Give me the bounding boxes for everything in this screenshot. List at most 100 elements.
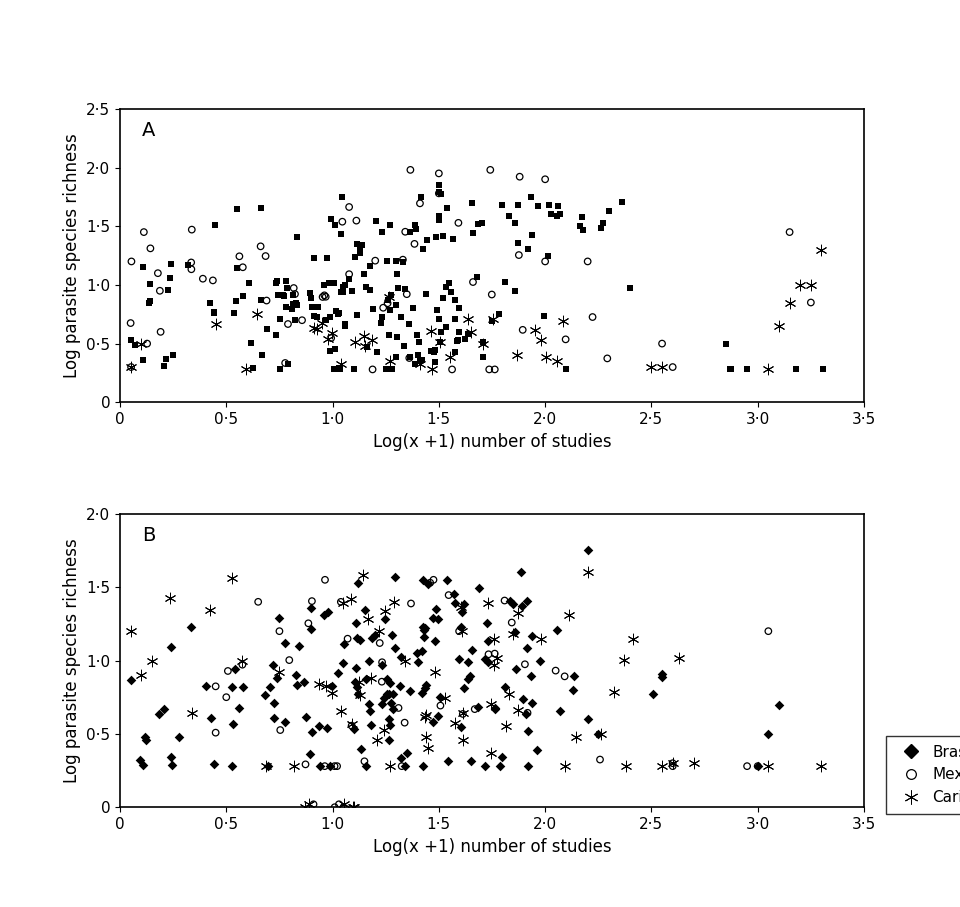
Point bbox=[363, 282, 378, 297]
Point bbox=[771, 697, 786, 712]
Point bbox=[411, 335, 426, 349]
Point bbox=[369, 213, 384, 228]
Point bbox=[153, 325, 168, 339]
Point bbox=[397, 716, 413, 730]
Point bbox=[524, 190, 540, 204]
Point bbox=[278, 300, 294, 315]
Point bbox=[272, 610, 287, 625]
Point bbox=[375, 300, 391, 315]
Point bbox=[393, 310, 408, 325]
Point bbox=[379, 254, 395, 268]
Point bbox=[321, 332, 336, 346]
Point bbox=[524, 228, 540, 242]
Point bbox=[484, 288, 499, 302]
Point bbox=[520, 724, 536, 738]
Point bbox=[580, 565, 595, 580]
Point bbox=[309, 310, 324, 325]
Point bbox=[451, 624, 467, 639]
Point bbox=[381, 711, 396, 726]
Point bbox=[414, 686, 429, 700]
Point bbox=[364, 671, 379, 686]
Point bbox=[251, 595, 266, 610]
Point bbox=[229, 260, 245, 275]
Point bbox=[135, 353, 151, 367]
Point bbox=[505, 597, 520, 611]
Point bbox=[383, 759, 398, 774]
Point bbox=[133, 668, 149, 682]
Point bbox=[228, 662, 243, 677]
Point bbox=[394, 759, 409, 774]
Point bbox=[195, 271, 210, 286]
Point bbox=[539, 350, 554, 365]
Point bbox=[225, 679, 240, 694]
Point bbox=[498, 719, 514, 734]
Point bbox=[331, 797, 347, 812]
Point bbox=[475, 336, 491, 350]
Point bbox=[402, 684, 418, 698]
Point bbox=[414, 643, 429, 658]
Point bbox=[309, 322, 324, 336]
Point bbox=[431, 209, 446, 223]
Point bbox=[354, 238, 370, 252]
Point bbox=[352, 246, 368, 260]
Point bbox=[270, 671, 285, 686]
Point bbox=[527, 323, 542, 337]
Point bbox=[409, 221, 424, 236]
Point bbox=[760, 727, 776, 741]
Point bbox=[365, 631, 380, 646]
Point bbox=[306, 320, 322, 335]
Point bbox=[425, 715, 441, 729]
Point bbox=[184, 706, 200, 720]
Point bbox=[781, 296, 797, 310]
Point bbox=[655, 759, 670, 774]
Point bbox=[302, 286, 318, 300]
Point bbox=[451, 333, 467, 347]
Point bbox=[407, 356, 422, 371]
Point bbox=[227, 306, 242, 320]
Point bbox=[303, 291, 319, 306]
Point bbox=[534, 333, 549, 347]
Point bbox=[150, 266, 165, 280]
Point bbox=[164, 757, 180, 772]
Point bbox=[311, 718, 326, 733]
Point bbox=[520, 706, 536, 720]
Point bbox=[381, 687, 396, 701]
Point bbox=[374, 675, 390, 689]
Point bbox=[285, 288, 300, 302]
Point bbox=[428, 229, 444, 244]
Point bbox=[358, 759, 373, 774]
Point bbox=[382, 354, 397, 368]
Point bbox=[219, 690, 234, 705]
Point bbox=[483, 746, 498, 760]
Point bbox=[230, 700, 246, 715]
Point bbox=[220, 664, 235, 678]
Point bbox=[541, 199, 557, 213]
Point bbox=[342, 267, 357, 281]
Point bbox=[163, 639, 179, 654]
Point bbox=[397, 759, 413, 774]
Point bbox=[443, 350, 458, 365]
Point bbox=[373, 316, 389, 330]
Point bbox=[422, 575, 438, 590]
Point bbox=[259, 293, 275, 307]
Point bbox=[462, 327, 477, 341]
Point bbox=[304, 299, 320, 314]
Point bbox=[497, 679, 513, 694]
Point bbox=[231, 249, 247, 264]
Point bbox=[453, 720, 468, 735]
Point bbox=[347, 362, 362, 376]
Point bbox=[555, 313, 570, 327]
Point bbox=[135, 758, 151, 773]
Point bbox=[470, 700, 486, 715]
Point bbox=[333, 595, 348, 610]
Point bbox=[318, 289, 333, 304]
Point bbox=[434, 325, 449, 339]
Point bbox=[163, 257, 179, 271]
Point bbox=[444, 362, 460, 376]
Point bbox=[208, 679, 224, 694]
Point bbox=[788, 362, 804, 376]
Point bbox=[272, 665, 287, 679]
Point bbox=[469, 269, 485, 284]
Text: B: B bbox=[142, 525, 156, 544]
Point bbox=[324, 678, 340, 693]
